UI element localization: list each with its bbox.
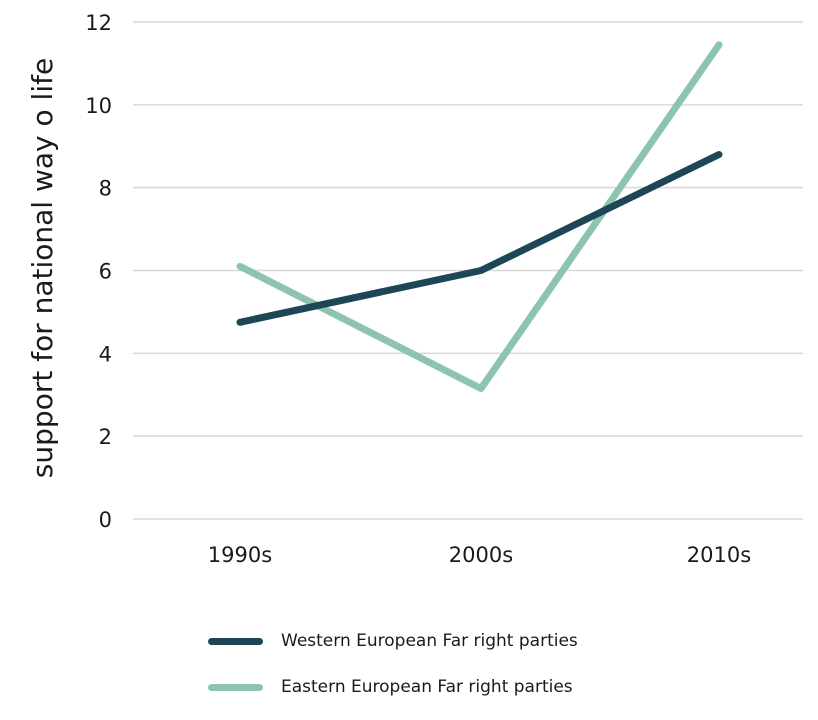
y-axis-title: support for national way o life (26, 58, 59, 478)
y-axis-ticks: 0 2 4 6 8 10 12 (85, 11, 112, 532)
y-tick-label-10: 10 (85, 94, 112, 118)
legend-label-western: Western European Far right parties (281, 631, 578, 651)
y-tick-label-0: 0 (99, 508, 112, 532)
series-lines (236, 41, 723, 393)
line-chart: 0 2 4 6 8 10 12 1990s 2000s 2010s support for na… (26, 11, 803, 567)
x-tick-label-2000s: 2000s (449, 543, 513, 567)
x-tick-label-1990s: 1990s (208, 543, 272, 567)
y-tick-label-8: 8 (99, 177, 112, 201)
y-tick-label-4: 4 (99, 342, 112, 366)
legend-swatch-western (208, 637, 263, 645)
legend-swatch-eastern (208, 683, 263, 691)
y-tick-label-6: 6 (99, 260, 112, 284)
legend-label-eastern: Eastern European Far right parties (281, 677, 573, 697)
series-line-western (236, 151, 723, 326)
x-axis-ticks: 1990s 2000s 2010s (208, 543, 751, 567)
legend-item-western: Western European Far right parties (208, 628, 578, 654)
y-tick-label-12: 12 (85, 11, 112, 35)
legend: Western European Far right parties Easte… (208, 628, 578, 720)
y-tick-label-2: 2 (99, 425, 112, 449)
series-line-eastern (236, 41, 723, 393)
legend-item-eastern: Eastern European Far right parties (208, 674, 578, 700)
x-tick-label-2010s: 2010s (687, 543, 751, 567)
